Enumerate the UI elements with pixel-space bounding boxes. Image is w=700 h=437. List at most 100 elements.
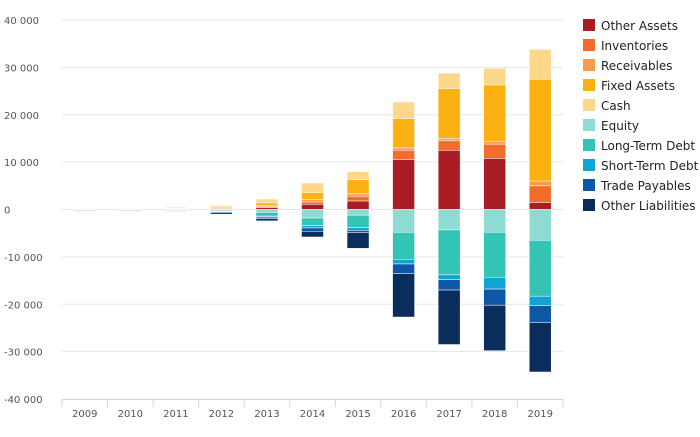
bar-segment[interactable] [392, 231, 415, 260]
bar-segment[interactable] [528, 49, 552, 80]
bar-segment[interactable] [392, 273, 415, 318]
bar-segment[interactable] [437, 72, 461, 89]
bar-segment[interactable] [483, 143, 506, 159]
bar-segment[interactable] [392, 258, 415, 265]
legend-label[interactable]: Long-Term Debt [601, 139, 695, 153]
bar-segment[interactable] [483, 231, 506, 278]
bar-segment[interactable] [528, 240, 552, 297]
bar-segment[interactable] [437, 274, 461, 280]
bar-segment[interactable] [301, 209, 324, 219]
legend-label[interactable]: Inventories [601, 39, 668, 53]
legend-label[interactable]: Trade Payables [600, 179, 691, 193]
bar-segment[interactable] [210, 212, 233, 215]
bar-segment[interactable] [437, 229, 461, 276]
bar-segment[interactable] [164, 206, 188, 209]
legend-label[interactable]: Short-Term Debt [601, 159, 699, 173]
legend-swatch[interactable] [583, 19, 595, 31]
bar-segment[interactable] [437, 88, 461, 139]
bar-segment[interactable] [301, 201, 324, 205]
bar-segment[interactable] [301, 231, 324, 238]
bar-segment[interactable] [528, 185, 552, 203]
bar-segment[interactable] [346, 195, 370, 202]
bar-segment[interactable] [346, 179, 370, 195]
bar-segment[interactable] [301, 217, 324, 226]
legend-swatch[interactable] [583, 59, 595, 71]
bar-segment[interactable] [301, 225, 324, 229]
y-tick-label: -30 000 [4, 348, 43, 359]
bar-segment[interactable] [255, 212, 279, 217]
bar-segment[interactable] [392, 101, 415, 119]
bar-segment[interactable] [528, 78, 552, 182]
bar-segment[interactable] [346, 193, 370, 197]
legend-swatch[interactable] [583, 79, 595, 91]
bar-segment[interactable] [528, 305, 552, 323]
bar-segment[interactable] [483, 209, 506, 233]
legend-label[interactable]: Other Liabilities [601, 199, 696, 213]
bar-segment[interactable] [346, 200, 370, 210]
bar-segment[interactable] [483, 68, 506, 86]
bar-segment[interactable] [437, 138, 461, 142]
bar-segment[interactable] [301, 204, 324, 210]
legend-label[interactable]: Fixed Assets [601, 79, 675, 93]
bar-segment[interactable] [301, 182, 324, 193]
legend-swatch[interactable] [583, 99, 595, 111]
bar-segment[interactable] [346, 209, 370, 216]
bar-segment[interactable] [483, 304, 506, 351]
bar-segment[interactable] [528, 322, 552, 373]
y-tick-label: 0 [4, 206, 10, 217]
bar-segment[interactable] [255, 209, 279, 213]
bar-segment[interactable] [301, 199, 324, 203]
bar-segment[interactable] [119, 210, 142, 212]
x-tick-label: 2015 [345, 409, 370, 420]
bar-segment[interactable] [483, 158, 506, 210]
bar-segment[interactable] [392, 159, 415, 210]
x-tick-label: 2010 [118, 409, 143, 420]
legend-swatch[interactable] [583, 139, 595, 151]
legend-swatch[interactable] [583, 39, 595, 51]
bar-segment[interactable] [255, 198, 279, 204]
bar-segment[interactable] [255, 218, 279, 222]
bar-segment[interactable] [346, 230, 370, 233]
bar-segment[interactable] [346, 171, 370, 180]
bar-segment[interactable] [301, 227, 324, 232]
bar-segment[interactable] [210, 204, 233, 207]
bar-segment[interactable] [437, 209, 461, 231]
bar-segment[interactable] [346, 227, 370, 231]
bar-segment[interactable] [483, 276, 506, 290]
y-tick-label: 10 000 [4, 158, 39, 169]
bar-segment[interactable] [528, 180, 552, 187]
legend-swatch[interactable] [583, 199, 595, 211]
bar-segment[interactable] [437, 140, 461, 151]
bar-segment[interactable] [483, 84, 506, 143]
bar-segment[interactable] [255, 207, 279, 210]
legend-label[interactable]: Cash [601, 99, 631, 113]
bar-segment[interactable] [73, 207, 97, 209]
bar-segment[interactable] [346, 232, 370, 249]
x-tick-label: 2019 [528, 409, 553, 420]
bar-segment[interactable] [392, 209, 415, 233]
bar-segment[interactable] [528, 202, 552, 210]
bar-segment[interactable] [346, 214, 370, 228]
bar-segment[interactable] [73, 210, 97, 212]
bar-segment[interactable] [437, 279, 461, 291]
bar-segment[interactable] [119, 207, 142, 209]
bar-segment[interactable] [392, 118, 415, 149]
bar-segment[interactable] [437, 150, 461, 210]
bar-segment[interactable] [528, 295, 552, 306]
bar-segment[interactable] [392, 263, 415, 274]
legend-label[interactable]: Equity [601, 119, 639, 133]
bar-segment[interactable] [164, 210, 188, 213]
legend-swatch[interactable] [583, 159, 595, 171]
bar-segment[interactable] [255, 202, 279, 206]
legend-label[interactable]: Receivables [601, 59, 673, 73]
bar-segment[interactable] [301, 192, 324, 200]
legend-label[interactable]: Other Assets [601, 19, 678, 33]
bar-segment[interactable] [437, 289, 461, 345]
bar-segment[interactable] [528, 209, 552, 241]
legend-swatch[interactable] [583, 179, 595, 191]
bar-segment[interactable] [392, 150, 415, 161]
legend-swatch[interactable] [583, 119, 595, 131]
bar-segment[interactable] [483, 288, 506, 306]
bar-segment[interactable] [483, 141, 506, 145]
bar-segment[interactable] [392, 147, 415, 151]
